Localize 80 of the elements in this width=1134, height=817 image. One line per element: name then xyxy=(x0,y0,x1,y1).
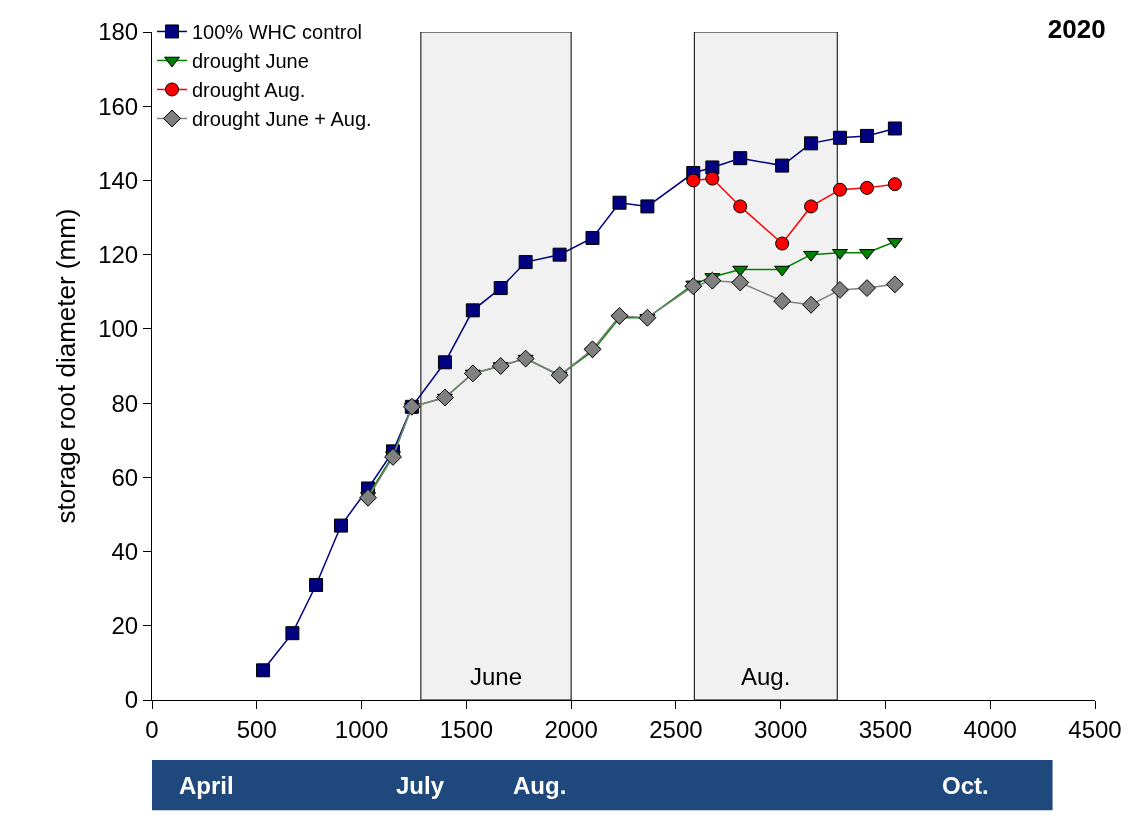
legend-label: drought Aug. xyxy=(192,79,306,102)
point xyxy=(733,151,748,166)
x-tick-label: 2500 xyxy=(649,715,703,743)
point xyxy=(731,273,750,292)
x-tick-label: 2000 xyxy=(544,715,598,743)
x-tick-label: 1500 xyxy=(439,715,494,743)
point xyxy=(703,271,722,290)
point xyxy=(886,237,903,249)
x-tick-label: 0 xyxy=(145,715,159,743)
point xyxy=(775,158,790,173)
point xyxy=(550,366,569,385)
point xyxy=(493,281,508,296)
point xyxy=(436,388,454,407)
point xyxy=(858,279,876,298)
point xyxy=(832,182,847,197)
point xyxy=(733,199,748,214)
point xyxy=(887,177,902,192)
point xyxy=(516,349,535,368)
legend-label: 100% WHC control xyxy=(192,21,363,44)
y-tick-label: 100 xyxy=(98,315,139,343)
text: Aug. xyxy=(513,772,567,799)
point xyxy=(359,488,377,507)
y-tick-label: 40 xyxy=(111,537,139,565)
y-axis-title: storage root diameter (mm) xyxy=(50,208,81,524)
band-label: Aug. xyxy=(741,663,791,690)
point xyxy=(860,180,874,195)
x-tick-label: 4500 xyxy=(1068,715,1122,743)
point xyxy=(732,265,749,277)
point xyxy=(518,255,533,270)
point xyxy=(705,171,720,186)
band-label: June xyxy=(470,663,523,690)
x-tick-label: 3000 xyxy=(753,715,808,743)
y-tick-label: 180 xyxy=(98,18,139,46)
text: July xyxy=(396,772,445,799)
y-tick-label: 160 xyxy=(98,92,139,120)
point xyxy=(860,128,874,143)
text: Oct. xyxy=(942,772,989,799)
point xyxy=(832,130,847,145)
point xyxy=(773,292,792,311)
y-tick-label: 120 xyxy=(98,241,139,269)
point xyxy=(612,195,627,210)
point xyxy=(552,247,567,262)
point xyxy=(463,364,482,383)
point xyxy=(309,577,324,592)
point xyxy=(775,236,790,251)
point xyxy=(583,340,602,359)
point xyxy=(804,199,819,214)
y-tick-label: 140 xyxy=(98,166,139,194)
point xyxy=(885,275,904,294)
point xyxy=(804,136,819,151)
x-tick-label: 500 xyxy=(236,715,277,743)
point xyxy=(640,199,655,214)
point xyxy=(638,308,657,327)
point xyxy=(585,230,600,245)
point xyxy=(802,295,820,314)
point xyxy=(887,121,902,136)
x-tick-label: 1000 xyxy=(334,715,389,743)
point xyxy=(465,303,480,318)
point xyxy=(774,265,791,277)
y-tick-label: 0 xyxy=(124,686,139,714)
point xyxy=(437,355,452,370)
y-tick-label: 80 xyxy=(111,389,139,417)
text: April xyxy=(179,772,234,799)
legend-label: drought June xyxy=(192,50,309,73)
point xyxy=(831,280,849,299)
point xyxy=(610,306,629,325)
point xyxy=(384,447,402,466)
x-tick-label: 3500 xyxy=(858,715,913,743)
point xyxy=(686,173,701,188)
point xyxy=(285,626,300,641)
y-tick-label: 20 xyxy=(111,612,139,640)
point xyxy=(684,277,703,296)
point xyxy=(491,357,510,375)
point xyxy=(334,518,349,533)
point xyxy=(803,250,820,262)
legend-label: drought June + Aug. xyxy=(192,108,372,131)
x-tick-label: 4000 xyxy=(963,715,1017,743)
point xyxy=(256,663,271,678)
chart-title: 2020 xyxy=(1047,13,1106,44)
y-tick-label: 60 xyxy=(111,463,139,491)
